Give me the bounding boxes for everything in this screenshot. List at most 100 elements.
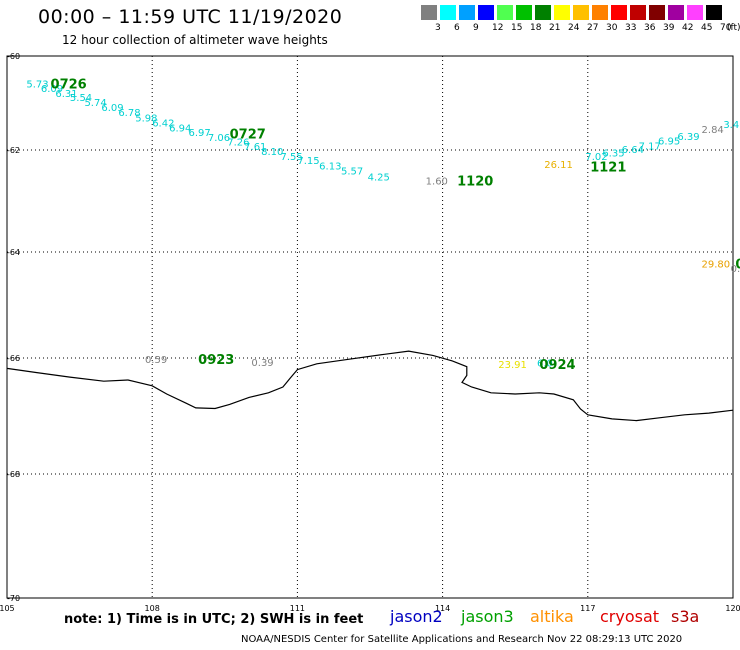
color-scale-label: 39 — [663, 23, 675, 33]
pass-time-label: 0924 — [539, 358, 575, 373]
wave-height-label: 6.13 — [319, 161, 341, 172]
wave-height-label: 5.74 — [84, 98, 106, 109]
map-subtitle: 12 hour collection of altimeter wave hei… — [62, 33, 328, 47]
color-scale-label: 15 — [511, 23, 523, 33]
color-scale-swatch — [478, 5, 495, 20]
pass-time-label: 0726 — [51, 77, 87, 92]
color-scale-label: 70 — [720, 23, 732, 33]
color-scale-label: 18 — [530, 23, 542, 33]
color-scale-swatch — [687, 5, 704, 20]
wave-height-label: 6.39 — [677, 132, 699, 143]
coastline-layer — [6, 350, 734, 422]
color-scale-swatch — [630, 5, 647, 20]
color-scale-label: 3 — [435, 23, 441, 33]
legend-item-cryosat: cryosat — [600, 607, 660, 626]
wave-height-label: 7.06 — [208, 133, 230, 144]
wave-height-label: 29.80 — [702, 260, 731, 271]
color-scale-label: 9 — [473, 23, 479, 33]
wave-height-label: 5.98 — [135, 114, 157, 125]
lat-tick-label: -70 — [7, 594, 20, 603]
wave-height-label: 7.55 — [280, 152, 302, 163]
color-scale-swatch — [592, 5, 609, 20]
color-scale-swatch — [497, 5, 514, 20]
wave-height-label: 0.5 — [731, 264, 740, 275]
color-scale-unit: (ft) — [727, 23, 740, 33]
pass-time-label: 07 — [735, 258, 740, 273]
lon-tick-label: 120 — [725, 604, 740, 613]
color-scale-label: 6 — [454, 23, 460, 33]
lat-tick-label: -68 — [7, 470, 20, 479]
wave-height-label: 7.15 — [297, 156, 319, 167]
color-scale-swatch — [459, 5, 476, 20]
color-scale-label: 36 — [644, 23, 656, 33]
lon-tick-label: 111 — [290, 604, 305, 613]
lon-tick-label: 108 — [145, 604, 160, 613]
wave-height-label: 3.46 — [723, 120, 740, 131]
color-scale-label: 30 — [606, 23, 618, 33]
antarctic-coastline — [6, 350, 734, 422]
map-frame — [6, 55, 734, 599]
color-scale-swatch — [554, 5, 571, 20]
color-scale-swatch — [706, 5, 723, 20]
wave-height-label: 6.09 — [101, 103, 123, 114]
wave-height-label: 6.09 — [41, 84, 63, 95]
pass-time-label: 1120 — [457, 175, 493, 190]
pass-time-label: 0923 — [198, 353, 234, 368]
map-title: 00:00 – 11:59 UTC 11/19/2020 — [38, 6, 343, 28]
color-scale-swatch — [573, 5, 590, 20]
wave-height-label: 5.73 — [26, 79, 48, 90]
color-scale-label: 24 — [568, 23, 580, 33]
wave-height-label: 6.31 — [55, 89, 77, 100]
axis-ticks: 105 108 111 114 117 120 -60 -62 -64 -66 -68 -70 — [0, 52, 740, 613]
wave-height-label: 7.02 — [585, 152, 607, 163]
color-scale-swatch — [516, 5, 533, 20]
color-scale-swatch — [668, 5, 685, 20]
legend-item-jason2: jason2 — [390, 607, 443, 626]
footer-credit: NOAA/NESDIS Center for Satellite Applica… — [241, 634, 683, 645]
lon-tick-label: 117 — [580, 604, 595, 613]
wave-height-label: 7.26 — [227, 138, 249, 149]
wave-height-label: 26.11 — [544, 160, 573, 171]
pass-time-label: 0727 — [230, 128, 266, 143]
wave-height-label: 7.17 — [639, 141, 661, 152]
wave-height-label: 2.84 — [702, 125, 724, 136]
color-scale-swatch — [649, 5, 666, 20]
wave-height-label: 6.95 — [658, 137, 680, 148]
lat-tick-label: -60 — [7, 52, 20, 61]
color-scale-label: 12 — [492, 23, 504, 33]
lat-tick-label: -64 — [7, 248, 20, 257]
lat-tick-label: -62 — [7, 146, 20, 155]
wave-height-label: 8.10 — [261, 147, 283, 158]
lat-tick-label: -66 — [7, 354, 20, 363]
color-scale-swatch — [440, 5, 457, 20]
color-scale-label: 45 — [701, 23, 713, 33]
wave-height-label: 23.91 — [498, 360, 527, 371]
pass-time-labels: 0726 0727 1120 1121 0923 0924 07 — [51, 77, 740, 373]
legend-item-s3a: s3a — [671, 607, 700, 626]
color-scale-swatch — [421, 5, 438, 20]
wave-height-label: 0.59 — [145, 355, 167, 366]
lon-tick-label: 105 — [0, 604, 15, 613]
wave-height-label: 6.0 — [537, 359, 553, 370]
pass-time-label: 1121 — [590, 160, 626, 175]
legend-item-altika: altika — [530, 607, 574, 626]
wave-height-label: 5.54 — [70, 93, 92, 104]
wave-height-label: 7.61 — [244, 142, 266, 153]
wave-height-label: 0.39 — [251, 358, 273, 369]
wave-height-label: 6.78 — [118, 108, 140, 119]
wave-height-label: 6.94 — [169, 123, 191, 134]
wave-height-label: 1.60 — [426, 177, 448, 188]
color-scale-label: 21 — [549, 23, 561, 33]
wave-height-label: 6.35 — [602, 149, 624, 160]
wave-height-label: 4.25 — [368, 173, 390, 184]
wave-height-label: 6.42 — [152, 119, 174, 130]
map-border — [6, 55, 734, 599]
color-scale-label: 27 — [587, 23, 599, 33]
color-scale-swatch — [535, 5, 552, 20]
observation-labels: 5.736.096.315.545.746.096.785.986.426.94… — [26, 79, 740, 371]
lon-tick-label: 114 — [435, 604, 450, 613]
lat-lon-grid — [7, 56, 733, 598]
footer-note: note: 1) Time is in UTC; 2) SWH is in fe… — [64, 612, 364, 627]
wave-height-label: 6.97 — [189, 128, 211, 139]
